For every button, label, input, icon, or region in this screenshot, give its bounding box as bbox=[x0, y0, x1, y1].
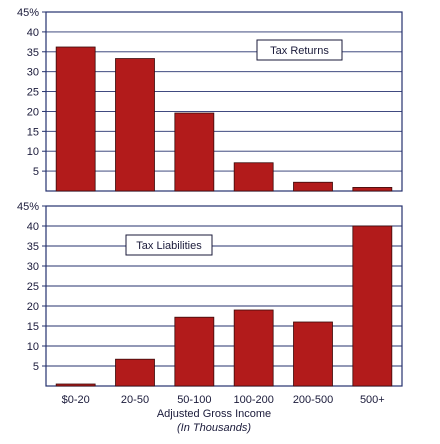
tax-returns-panel: 5 10 15 20 25 30 35 40 45% Tax Returns bbox=[17, 7, 403, 192]
bar-200500 bbox=[293, 321, 333, 387]
legend-box bbox=[256, 39, 343, 61]
x-axis: $0-20 20-50 50-100 100-200 200-500 500+ Adjust… bbox=[62, 394, 385, 434]
plot-frame bbox=[45, 205, 403, 387]
tax-liabilities-panel: 5 10 15 20 25 30 35 40 45% Tax Liabilities bbox=[17, 201, 403, 387]
x-tick-label: 100-200 bbox=[233, 394, 273, 406]
y-tick-label: 20 bbox=[27, 106, 39, 118]
bar-50100 bbox=[174, 316, 215, 387]
y-tick-label: 35 bbox=[27, 241, 39, 253]
bar-020 bbox=[55, 383, 96, 387]
y-tick-label: 5 bbox=[33, 166, 39, 178]
y-tick-label: 5 bbox=[33, 361, 39, 373]
legend: Tax Liabilities bbox=[125, 234, 213, 256]
x-tick-label: 50-100 bbox=[177, 394, 211, 406]
legend-box bbox=[125, 234, 213, 256]
bar-100200 bbox=[233, 309, 274, 387]
y-tick-label: 40 bbox=[27, 221, 39, 233]
y-tick-label: 45% bbox=[17, 201, 39, 213]
y-tick-label: 25 bbox=[27, 87, 39, 99]
bar-2050 bbox=[115, 358, 155, 387]
y-tick-label: 15 bbox=[27, 126, 39, 138]
bar-50100 bbox=[174, 112, 215, 192]
y-tick-label: 15 bbox=[27, 321, 39, 333]
x-axis-title: Adjusted Gross Income bbox=[157, 408, 271, 420]
x-tick-label: 20-50 bbox=[121, 394, 149, 406]
legend: Tax Returns bbox=[256, 39, 343, 61]
y-tick-label: 40 bbox=[27, 27, 39, 39]
legend-label: Tax Liabilities bbox=[136, 240, 202, 252]
y-tick-label: 10 bbox=[27, 146, 39, 158]
bar-020 bbox=[55, 46, 96, 192]
bar-100200 bbox=[233, 162, 274, 192]
bar-200500 bbox=[293, 181, 333, 192]
y-tick-label: 10 bbox=[27, 341, 39, 353]
legend-label: Tax Returns bbox=[270, 45, 329, 57]
bar-500 bbox=[352, 225, 393, 387]
bar-500 bbox=[352, 187, 393, 192]
y-tick-label: 30 bbox=[27, 67, 39, 79]
y-tick-label: 45% bbox=[17, 7, 39, 19]
y-tick-label: 35 bbox=[27, 47, 39, 59]
y-tick-label: 25 bbox=[27, 281, 39, 293]
x-tick-label: 500+ bbox=[360, 394, 385, 406]
y-tick-label: 30 bbox=[27, 261, 39, 273]
plot-frame bbox=[45, 11, 403, 192]
x-axis-subtitle: (In Thousands) bbox=[177, 422, 251, 434]
y-tick-label: 20 bbox=[27, 301, 39, 313]
x-tick-label: 200-500 bbox=[293, 394, 333, 406]
x-tick-label: $0-20 bbox=[62, 394, 90, 406]
bar-2050 bbox=[115, 58, 155, 192]
